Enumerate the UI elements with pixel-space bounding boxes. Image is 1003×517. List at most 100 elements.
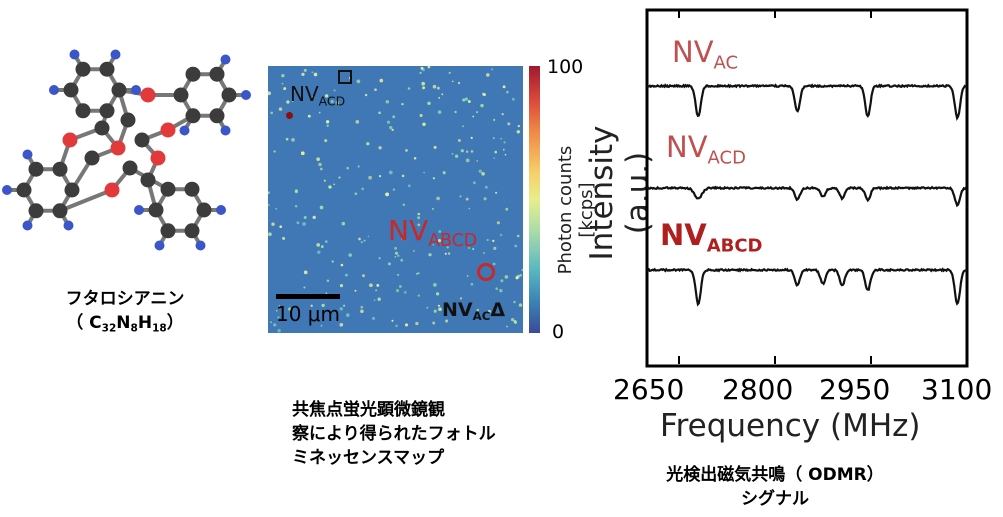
emitter-dot [326,124,329,127]
emitter-dot [518,303,523,307]
emitter-dot [392,115,396,119]
emitter-dot [465,197,469,201]
hydrogen-atom [154,240,165,251]
emitter-dot [379,78,384,83]
emitter-dot [285,137,289,141]
emitter-dot [312,215,316,220]
emitter-dot [482,93,486,97]
emitter-dot [392,188,396,191]
emitter-dot [310,304,313,307]
emitter-dot [465,150,469,153]
emitter-dot [432,321,436,325]
carbon-atom [184,223,200,239]
xtick-label-2650: 2650 [613,373,685,406]
emitter-dot [348,253,352,257]
emitter-dot [493,118,496,121]
emitter-dot [301,72,305,77]
emitter-dot [433,283,437,287]
emitter-dot [354,192,358,196]
emitter-dot [432,243,435,246]
emitter-dot [296,221,300,225]
emitter-dots [268,66,523,333]
emitter-dot [313,72,318,77]
emitter-dot [501,113,504,116]
colorbar [529,66,540,333]
emitter-dot [326,279,330,283]
trace-label-nv-ac: NVAC [672,35,739,74]
emitter-dot [476,160,479,162]
emitter-dot [445,319,449,323]
carbon-atom [134,132,150,148]
emitter-dot [417,216,421,220]
emitter-dot [402,203,406,207]
emitter-dot [288,307,292,311]
carbon-atom [185,66,201,82]
carbon-atom [28,161,44,177]
emitter-dot [378,146,382,150]
emitter-dot [394,255,397,258]
emitter-dot [468,207,471,210]
emitter-dot [451,152,454,155]
emitter-dot [275,207,278,210]
emitter-dot [442,171,446,175]
emitter-dot [447,252,451,255]
emitter-dot [457,138,461,143]
emitter-dot [437,86,440,90]
emitter-dot [395,289,400,293]
emitter-dot [417,294,420,297]
emitter-dot [462,98,466,102]
emitter-dot [438,307,442,312]
emitter-dot [446,246,449,249]
emitter-dot [493,246,497,251]
emitter-dot [324,94,329,98]
emitter-dot [433,145,437,149]
emitter-dot [302,222,306,226]
emitter-dot [516,274,520,279]
phthalocyanine-molecule [2,49,251,251]
emitter-dot [319,167,323,171]
emitter-dot [362,274,365,278]
emitter-dot [435,292,440,296]
emitter-dot [364,93,368,97]
emitter-dot [368,175,372,180]
emitter-dot [481,171,485,176]
emitter-dot [279,225,283,229]
emitter-dot [404,323,409,327]
emitter-dot [428,253,432,257]
carbon-atom [84,150,100,166]
carbon-atom [122,160,138,176]
nitrogen-atom [110,140,126,156]
xtick-label-3100: 3100 [921,373,993,406]
emitter-dot [492,239,495,243]
emitter-dot [360,309,364,314]
emitter-dot [307,114,311,118]
odmr-chart [645,8,969,368]
emitter-dot [419,71,422,75]
emitter-dot [517,125,520,128]
emitter-dot [346,166,349,170]
emitter-dot [503,141,506,144]
carbon-atom [99,103,115,119]
emitter-dot [417,223,421,227]
hydrogen-atom [220,125,231,136]
emitter-dot [278,305,281,308]
hydrogen-atom [179,125,190,136]
emitter-dot [470,282,474,286]
emitter-dot [470,150,474,153]
emitter-dot [363,239,366,242]
emitter-dot [437,304,440,307]
emitter-dot [438,96,441,99]
emitter-dot [371,316,376,320]
emitter-dot [319,205,324,210]
emitter-dot [437,110,442,114]
label-nv-abcd: NVABCD [388,214,478,252]
carbon-atom [160,223,176,239]
emitter-dot [356,79,361,84]
emitter-dot [467,100,471,103]
emitter-dot [464,97,468,101]
emitter-dot [323,179,326,182]
emitter-dot [506,90,509,94]
emitter-dot [407,87,411,90]
emitter-dot [401,102,404,106]
emitter-dot [360,241,363,244]
